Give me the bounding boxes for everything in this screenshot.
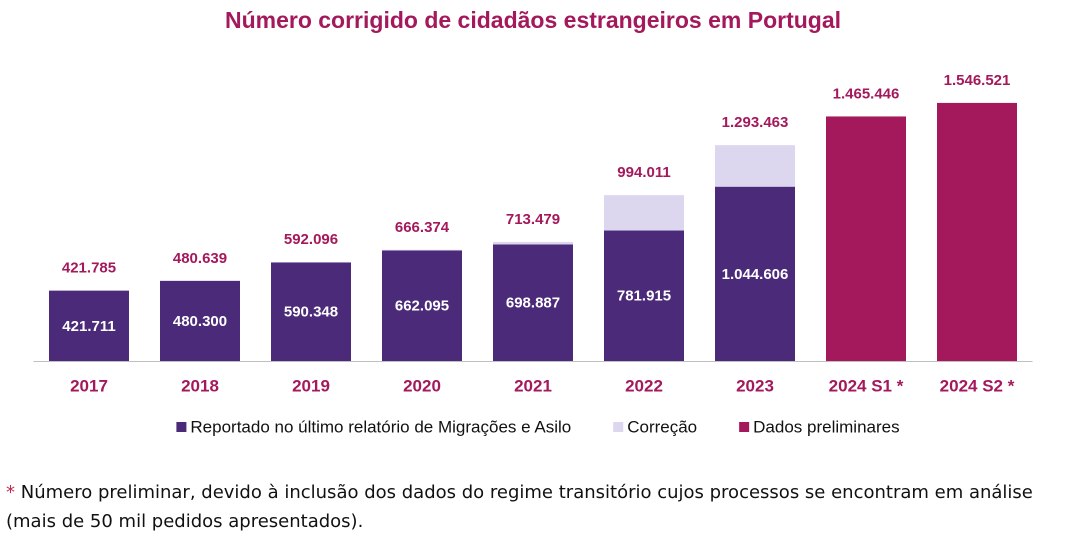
value-label: 662.095 bbox=[395, 298, 449, 315]
total-label: 994.011 bbox=[617, 164, 670, 181]
x-tick-label: 2018 bbox=[181, 376, 219, 395]
value-label: 421.711 bbox=[62, 318, 115, 335]
bar-segment bbox=[382, 250, 462, 361]
bar-segment bbox=[604, 230, 684, 361]
bar-segment bbox=[715, 186, 795, 361]
value-label: 480.300 bbox=[173, 313, 227, 330]
legend-swatch bbox=[176, 422, 187, 432]
bar-segment bbox=[493, 241, 573, 245]
x-tick-label: 2020 bbox=[403, 376, 441, 395]
value-label: 698.887 bbox=[506, 295, 560, 312]
bar-segment bbox=[493, 244, 573, 361]
bar-segment bbox=[715, 145, 795, 187]
footnote: * Número preliminar, devido à inclusão d… bbox=[6, 478, 1074, 536]
x-tick-label: 2023 bbox=[736, 376, 774, 395]
legend-label: Correção bbox=[627, 417, 697, 436]
value-label: 781.915 bbox=[617, 288, 671, 305]
chart-title: Número corrigido de cidadãos estrangeiro… bbox=[225, 7, 841, 33]
x-tick-label: 2019 bbox=[292, 376, 330, 395]
x-tick-label: 2021 bbox=[514, 376, 552, 395]
total-label: 421.785 bbox=[62, 260, 116, 277]
bar-segment bbox=[271, 262, 351, 361]
bar-segment bbox=[937, 102, 1017, 361]
x-tick-label: 2024 S2 * bbox=[940, 376, 1015, 395]
bar-segment bbox=[604, 195, 684, 231]
bar-segment bbox=[160, 280, 240, 361]
bar-segment bbox=[49, 290, 129, 361]
legend-label: Reportado no último relatório de Migraçõ… bbox=[190, 417, 571, 436]
bar-segment bbox=[382, 249, 462, 251]
value-label: 1.044.606 bbox=[722, 266, 789, 283]
total-label: 666.374 bbox=[395, 219, 450, 236]
footnote-marker: * bbox=[6, 482, 15, 503]
total-label: 480.639 bbox=[173, 250, 227, 267]
total-label: 713.479 bbox=[506, 211, 560, 228]
bar-segment bbox=[826, 116, 906, 361]
value-label: 1.465.446 bbox=[833, 85, 900, 102]
total-label: 592.096 bbox=[284, 231, 338, 248]
x-tick-label: 2024 S1 * bbox=[829, 376, 904, 395]
footnote-text: Número preliminar, devido à inclusão dos… bbox=[6, 482, 1033, 532]
chart: Número corrigido de cidadãos estrangeiro… bbox=[33, 7, 1033, 436]
legend-swatch bbox=[739, 422, 750, 432]
total-label: 1.293.463 bbox=[722, 114, 789, 131]
legend-label: Dados preliminares bbox=[753, 417, 899, 436]
x-tick-label: 2017 bbox=[70, 376, 108, 395]
x-tick-label: 2022 bbox=[625, 376, 663, 395]
value-label: 1.546.521 bbox=[944, 72, 1011, 89]
legend-swatch bbox=[613, 422, 624, 432]
value-label: 590.348 bbox=[284, 304, 338, 321]
